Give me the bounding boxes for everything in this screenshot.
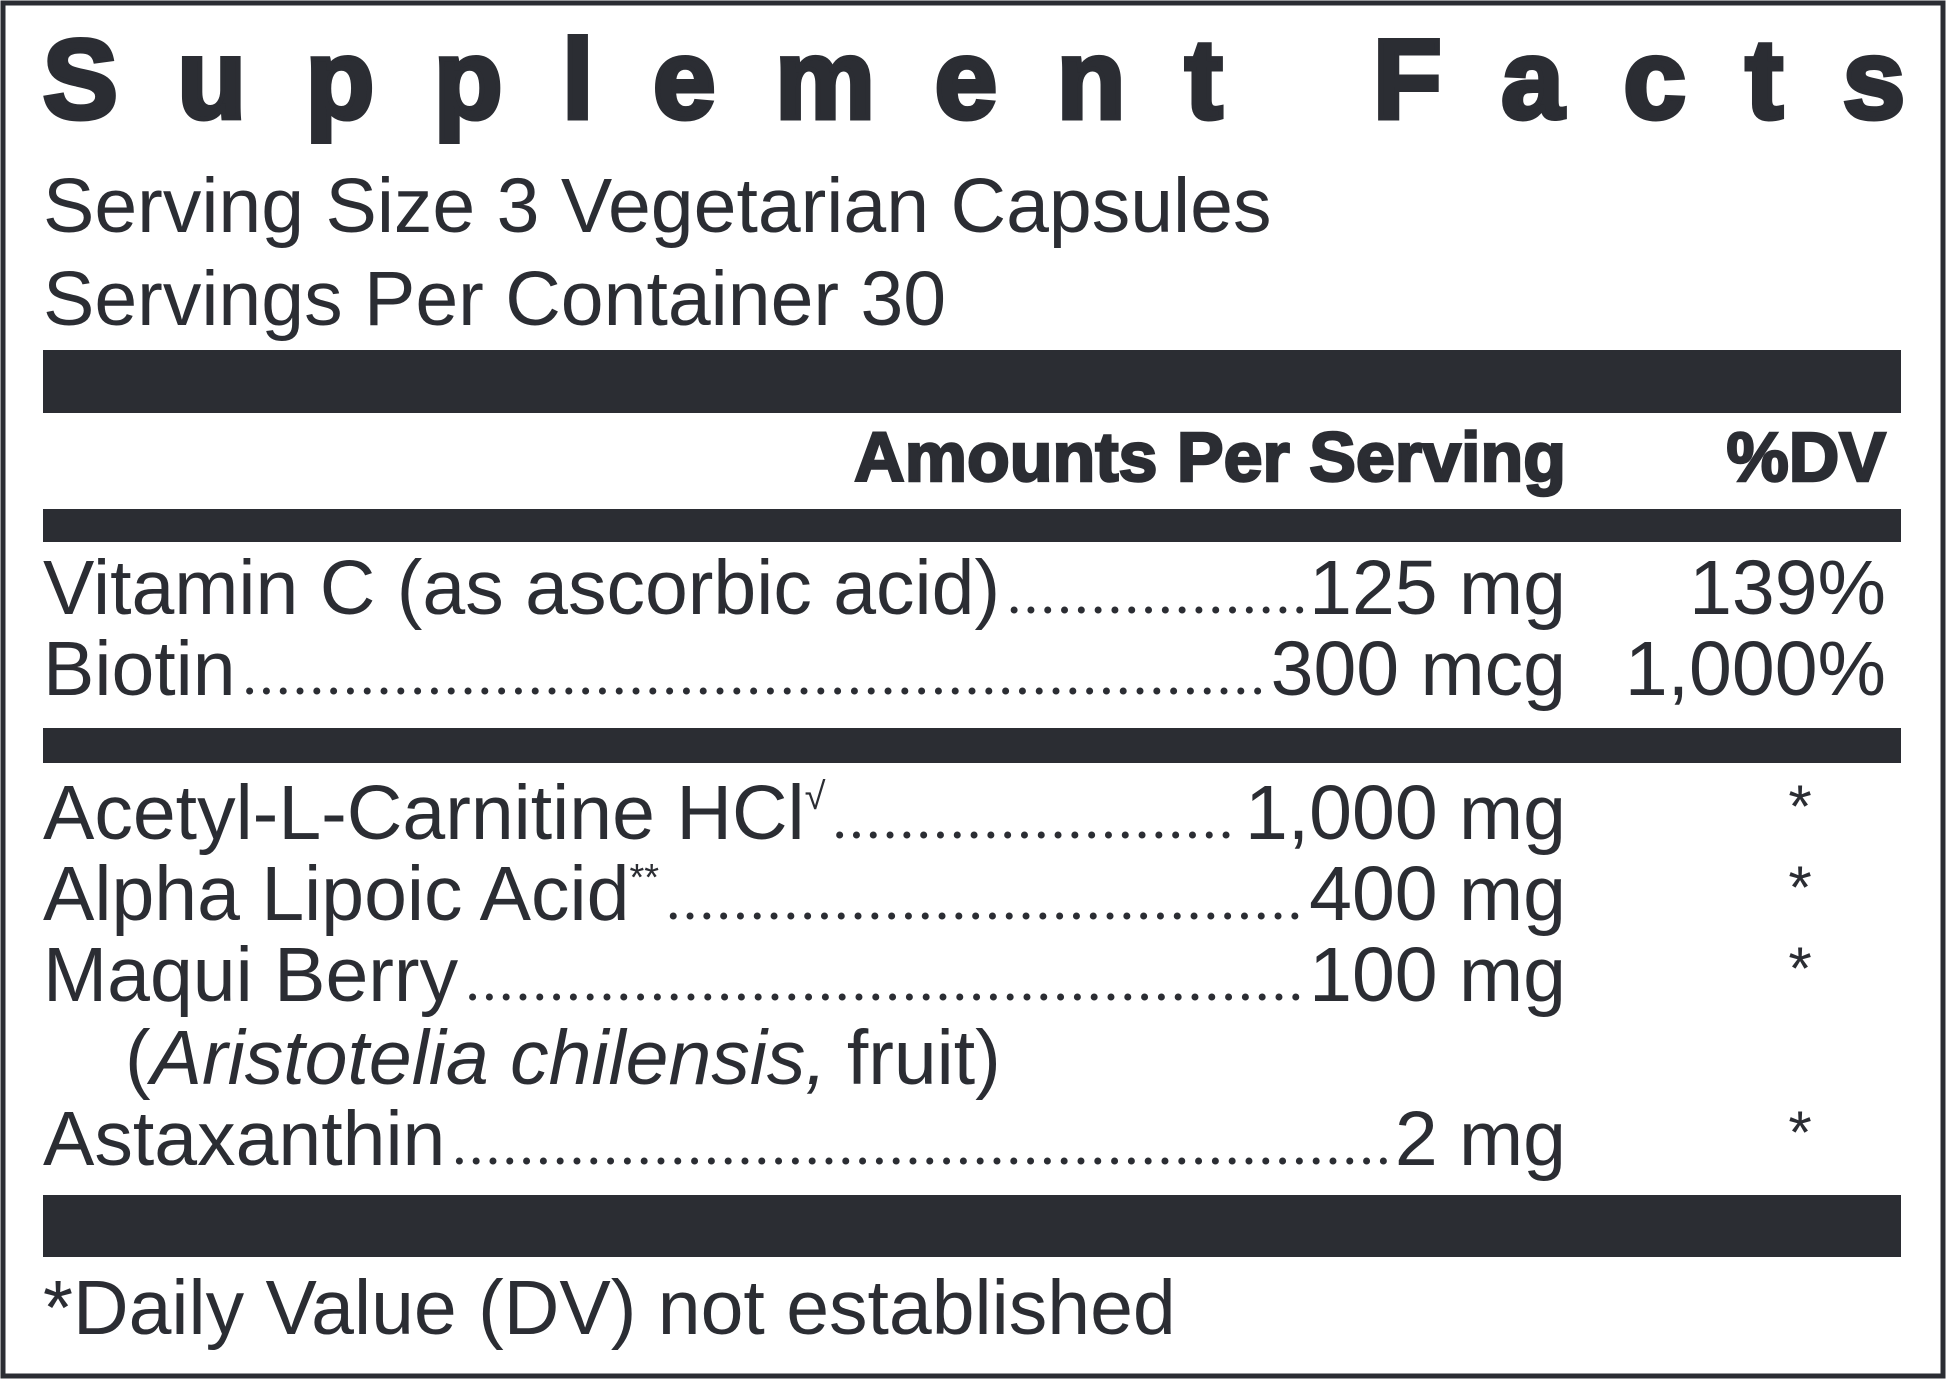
nutrient-amount: 300 mcg	[1271, 626, 1566, 712]
nutrient-superscript: **	[629, 857, 659, 899]
nutrient-name: Maqui Berry	[43, 932, 459, 1018]
nutrient-amount: 100 mg	[1309, 932, 1566, 1018]
source-species: Aristotelia chilensis,	[147, 1015, 827, 1101]
nutrient-dv: 1,000%	[1625, 626, 1886, 712]
nutrient-amount: 2 mg	[1395, 1096, 1566, 1182]
nutrient-amount: 1,000 mg	[1245, 770, 1566, 856]
source-open: (	[125, 1015, 151, 1101]
title: Supplement Facts	[43, 17, 1905, 142]
nutrient-name: Acetyl-L-Carnitine HCl√	[43, 770, 826, 856]
nutrient-name: Alpha Lipoic Acid**	[43, 851, 659, 937]
divider-bar	[43, 728, 1901, 763]
nutrient-name-text: Biotin	[43, 626, 236, 712]
serving-size: Serving Size 3 Vegetarian Capsules	[43, 163, 1271, 249]
nutrient-dv: *	[1788, 773, 1811, 840]
nutrient-name-text: Maqui Berry	[43, 932, 459, 1018]
divider-bar	[43, 509, 1901, 542]
nutrient-amount: 125 mg	[1309, 545, 1566, 631]
source-part: fruit)	[847, 1015, 1001, 1101]
nutrient-amount: 400 mg	[1309, 851, 1566, 937]
nutrient-name-text: Vitamin C (as ascorbic acid)	[43, 545, 1000, 631]
divider-bar	[43, 350, 1901, 413]
nutrient-name: Vitamin C (as ascorbic acid)	[43, 545, 1000, 631]
nutrient-name: Biotin	[43, 626, 236, 712]
footnote: *Daily Value (DV) not established	[43, 1265, 1176, 1351]
servings-per-container: Servings Per Container 30	[43, 256, 946, 342]
nutrient-name-text: Astaxanthin	[43, 1096, 445, 1182]
column-header: %DV	[1727, 418, 1887, 496]
divider-bar	[43, 1195, 1901, 1257]
column-header: Amounts Per Serving	[854, 418, 1566, 496]
nutrient-source: (Aristotelia chilensis, fruit)	[125, 1015, 1001, 1101]
nutrient-dv: *	[1788, 935, 1811, 1002]
nutrient-dv: 139%	[1689, 545, 1886, 631]
nutrient-name: Astaxanthin	[43, 1096, 445, 1182]
nutrient-dv: *	[1788, 1099, 1811, 1166]
nutrient-name-text: Alpha Lipoic Acid	[43, 851, 629, 937]
nutrient-name-text: Acetyl-L-Carnitine HCl	[43, 770, 805, 856]
nutrient-superscript: √	[805, 776, 826, 818]
nutrient-dv: *	[1788, 854, 1811, 921]
